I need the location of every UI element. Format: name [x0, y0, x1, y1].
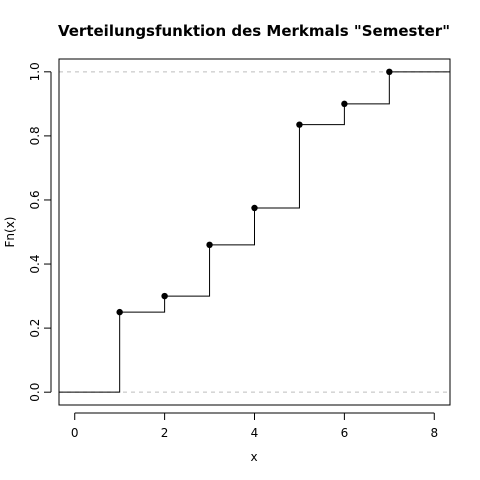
x-tick-label: 0: [71, 426, 79, 440]
x-tick-label: 2: [161, 426, 169, 440]
x-tick-label: 6: [341, 426, 349, 440]
plot-area: 0 2 4 6 8 0.0 0.2 0.4 0.6 0.8 1.0: [28, 58, 451, 440]
data-point-4: [296, 121, 303, 128]
y-axis-label: Fn(x): [3, 217, 17, 248]
step-line: [59, 71, 450, 393]
y-tick-label: 0.2: [28, 319, 42, 338]
x-tick-label: 4: [251, 426, 259, 440]
data-point-5: [341, 100, 348, 108]
data-point-1: [161, 292, 168, 300]
data-point-3: [251, 204, 258, 212]
y-tick-label: 0.0: [28, 383, 42, 402]
data-point-6: [386, 68, 393, 76]
plot-box: [58, 58, 451, 406]
y-tick-label: 0.8: [28, 126, 42, 145]
x-axis-label: x: [250, 450, 257, 464]
y-tick-label: 0.6: [28, 190, 42, 209]
chart-title: Verteilungsfunktion des Merkmals "Semest…: [58, 22, 450, 40]
y-tick-label: 0.4: [28, 254, 42, 273]
data-point-2: [206, 241, 213, 249]
x-tick-label: 8: [430, 426, 438, 440]
y-tick-label: 1.0: [28, 62, 42, 81]
data-point-0: [116, 308, 123, 316]
